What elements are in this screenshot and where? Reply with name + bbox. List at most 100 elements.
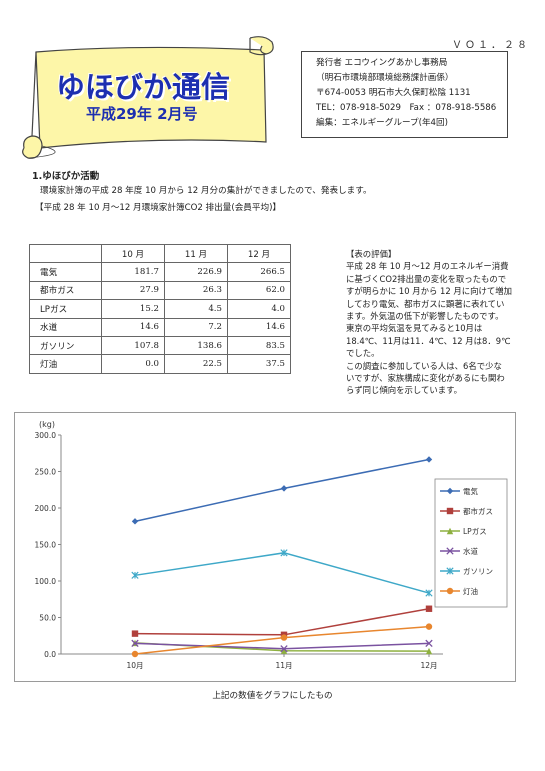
series-line <box>134 608 430 636</box>
data-point <box>131 518 139 525</box>
table-evaluation: 【表の評価】 平成 28 年 10 月～12 月のエネルギー消費 に基づくCO2… <box>346 248 522 397</box>
data-point <box>425 647 433 655</box>
publisher-info-box: 発行者 エコウイングあかし事務局 （明石市環境部環境総務課計画係） 〒674-0… <box>301 51 508 138</box>
x-tick-label: 11月 <box>275 661 292 670</box>
y-tick-label: 200.0 <box>35 504 57 513</box>
table-header-cell: 11 月 <box>164 243 228 264</box>
table-cell: 37.5 <box>227 354 291 374</box>
newsletter-title: ゆほびか通信 <box>56 70 231 104</box>
table-cell: 107.8 <box>101 335 165 356</box>
table-row: LPガス 15.2 4.5 4.0 <box>29 299 291 319</box>
chart-svg: (kg) 0.0 50.0 100.0 150.0 200.0 250.0 300.0 10… <box>35 420 508 670</box>
row-label: 電気 <box>29 262 102 282</box>
x-tick-label: 10月 <box>126 661 143 670</box>
legend-marker <box>446 487 454 495</box>
legend-marker <box>446 567 454 575</box>
evaluation-line: らず同じ傾向を示しています。 <box>346 385 462 396</box>
table-cell: 62.0 <box>227 280 291 301</box>
data-point <box>425 605 433 612</box>
data-point <box>425 623 433 630</box>
data-point <box>131 650 139 658</box>
table-cell: 27.9 <box>101 280 165 301</box>
legend-label: 水道 <box>463 546 478 556</box>
table-cell: 26.3 <box>164 280 228 301</box>
evaluation-line: 18.4℃、11月は11．4℃、12 月は8．9℃ <box>346 335 511 346</box>
data-point <box>131 571 139 579</box>
data-point <box>280 645 288 653</box>
legend-label: 電気 <box>463 486 478 496</box>
evaluation-line: に基づくCO2排出量の変化を取ったもので <box>346 273 507 284</box>
data-point <box>425 639 433 648</box>
evaluation-line: 平成 28 年 10 月～12 月のエネルギー消費 <box>346 261 509 272</box>
row-label: 灯油 <box>29 354 102 374</box>
series-line <box>134 552 430 594</box>
data-point <box>280 549 288 557</box>
legend-label: ガソリン <box>463 566 493 576</box>
publisher-line: TEL：078-918-5029 Fax ：078-918-5586 <box>316 103 497 113</box>
table-header-cell <box>29 243 102 264</box>
table-cell: 83.5 <box>227 335 291 356</box>
y-tick-label: 0.0 <box>44 650 56 659</box>
data-point <box>280 485 288 492</box>
table-cell: 181.7 <box>101 262 165 282</box>
legend-label: LPガス <box>463 526 487 536</box>
table-cell: 226.9 <box>164 262 228 282</box>
table-cell: 14.6 <box>101 317 165 337</box>
section-title: 1.ゆほびか活動 <box>32 171 100 182</box>
row-label: 水道 <box>29 317 102 337</box>
legend-marker <box>446 587 454 595</box>
evaluation-line: しており電気、都市ガスに顕著に表れてい <box>346 298 505 309</box>
evaluation-line: 【表の評価】 <box>346 249 397 259</box>
publisher-line: （明石市環境部環境総務課計画係） <box>316 73 454 83</box>
publisher-line: 〒674-0053 明石市大久保町松陰 1131 <box>316 88 471 98</box>
chart-caption: 上記の数値をグラフにしたもの <box>212 691 333 701</box>
legend-label: 灯油 <box>463 586 478 596</box>
evaluation-line: すが明らかに 10 月から 12 月に向けて増加 <box>346 286 512 297</box>
publisher-line: 発行者 エコウイングあかし事務局 <box>316 58 448 68</box>
table-cell: 0.0 <box>101 354 165 374</box>
table-cell: 15.2 <box>101 299 165 319</box>
data-point <box>425 589 433 597</box>
y-axis-label: (kg) <box>39 420 55 429</box>
table-cell: 138.6 <box>164 335 228 356</box>
evaluation-line: 東京の平均気温を見てみると10月は <box>346 323 483 334</box>
legend-marker <box>446 507 454 515</box>
legend-box <box>434 478 508 608</box>
legend-marker <box>446 527 454 535</box>
row-label: LPガス <box>29 299 102 319</box>
table-row: ガソリン 107.8 138.6 83.5 <box>29 335 291 356</box>
data-point <box>425 456 433 463</box>
title-banner <box>14 30 282 170</box>
table-row: 都市ガス 27.9 26.3 62.0 <box>29 280 291 301</box>
evaluation-line: この調査に参加している人は、6名で少な <box>346 360 502 371</box>
table-row: 水道 14.6 7.2 14.6 <box>29 317 291 337</box>
evaluation-line: でした。 <box>346 348 380 359</box>
y-tick-label: 300.0 <box>35 431 57 440</box>
data-point <box>131 639 139 648</box>
table-cell: 4.5 <box>164 299 228 319</box>
evaluation-line: ます。外気温の低下が影響したものです。 <box>346 311 504 322</box>
y-tick-label: 250.0 <box>35 468 57 477</box>
co2-emission-table: 10 月 11 月 12 月 電気 181.7 226.9 266.5 都市ガス… <box>29 243 291 374</box>
row-label: ガソリン <box>29 335 102 356</box>
row-label: 都市ガス <box>29 280 102 301</box>
legend-label: 都市ガス <box>463 506 493 516</box>
evaluation-line: いですが、家族構成に変化があるにも関わ <box>346 373 505 384</box>
y-tick-label: 150.0 <box>35 541 57 550</box>
section-text: 環境家計簿の平成 28 年度 10 月から 12 月分の集計ができましたので、発… <box>40 186 372 196</box>
issue-date: 平成29年 2月号 <box>86 105 198 123</box>
table-header-cell: 10 月 <box>101 243 165 264</box>
y-tick-label: 100.0 <box>35 577 57 586</box>
legend-marker <box>446 547 454 555</box>
table-row: 電気 181.7 226.9 266.5 <box>29 262 291 282</box>
table-row: 灯油 0.0 22.5 37.5 <box>29 354 291 374</box>
table-cell: 22.5 <box>164 354 228 374</box>
y-tick-label: 50.0 <box>39 614 56 623</box>
table-header-cell: 12 月 <box>227 243 291 264</box>
volume-number: ＶＯ１．２８ <box>452 40 530 51</box>
series-line <box>134 458 430 523</box>
table-cell: 266.5 <box>227 262 291 282</box>
scroll-banner-graphic <box>22 36 274 159</box>
table-cell: 4.0 <box>227 299 291 319</box>
data-point <box>280 647 288 654</box>
